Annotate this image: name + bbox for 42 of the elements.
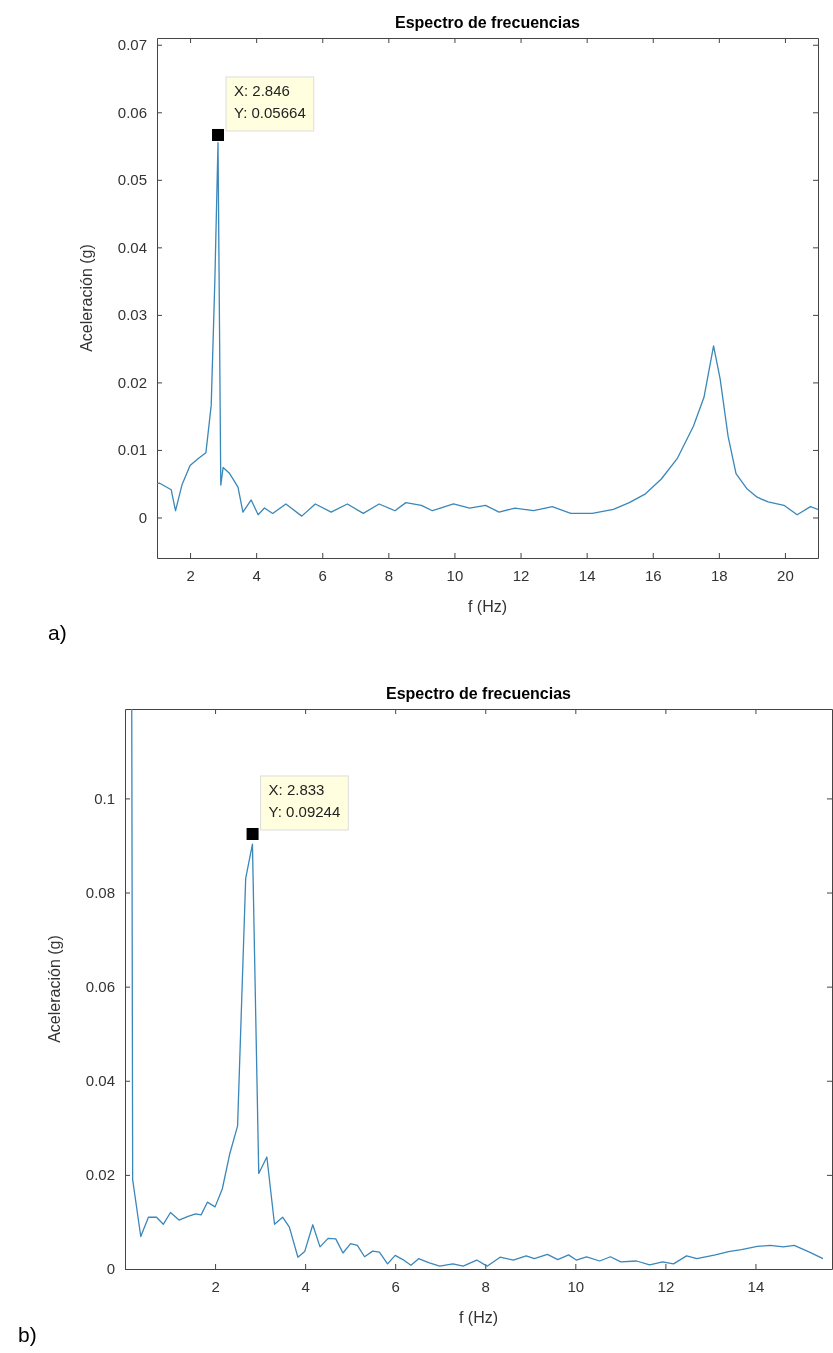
x-tick-label: 14 [578, 566, 596, 584]
y-tick-label: 0 [138, 508, 147, 526]
x-tick-label: 8 [384, 566, 394, 584]
line-series [131, 709, 824, 1267]
y-tick-label: 0.02 [85, 1166, 115, 1184]
x-tick-label: 16 [644, 566, 662, 584]
annotation: X: 2.846 Y: 0.05664 [234, 81, 306, 121]
text: b) [18, 1323, 37, 1346]
x-axis-title: f (Hz) [467, 598, 508, 615]
x-tick-label: 4 [301, 1277, 310, 1295]
y-tick-label: 0.06 [85, 977, 115, 995]
x-tick-label: 10 [567, 1277, 585, 1295]
y-tick-label: 0 [106, 1260, 115, 1278]
x-tick-label: 12 [657, 1277, 675, 1295]
x-tick-label: 4 [252, 566, 261, 584]
x-tick-label: 12 [512, 566, 530, 584]
x-tick-label: 6 [318, 566, 327, 584]
x-tick-label: 6 [391, 1277, 400, 1295]
y-tick-label: 0.01 [117, 441, 147, 459]
y-tick-label: 0.05 [117, 171, 147, 189]
y-tick-label: 0.06 [117, 103, 147, 121]
annotation: X: 2.833 Y: 0.09244 [268, 780, 341, 820]
y-tick-label: 0.1 [94, 789, 115, 807]
y-tick-label: 0.08 [85, 883, 115, 901]
x-tick-label: 18 [711, 566, 728, 584]
y-tick-label: 0.07 [117, 36, 147, 54]
y-tick-label: 0.04 [85, 1072, 115, 1090]
chart-title: Espectro de frecuencias [395, 14, 581, 31]
y-axis-title: Aceleración (g) [78, 244, 95, 352]
x-tick-label: 2 [186, 566, 195, 584]
y-tick-label: 0.04 [117, 238, 147, 256]
x-tick-label: 8 [481, 1277, 490, 1295]
chart-title: Espectro de frecuencias [386, 685, 572, 702]
x-tick-label: 20 [777, 566, 794, 584]
x-tick-label: 2 [211, 1277, 220, 1295]
text: a) [48, 621, 67, 644]
x-tick-label: 14 [747, 1277, 765, 1295]
y-tick-label: 0.03 [117, 306, 147, 324]
x-axis-title: f (Hz) [458, 1309, 499, 1326]
y-axis-title: Aceleración (g) [46, 935, 63, 1043]
x-tick-label: 10 [446, 566, 464, 584]
y-tick-label: 0.02 [117, 373, 147, 391]
